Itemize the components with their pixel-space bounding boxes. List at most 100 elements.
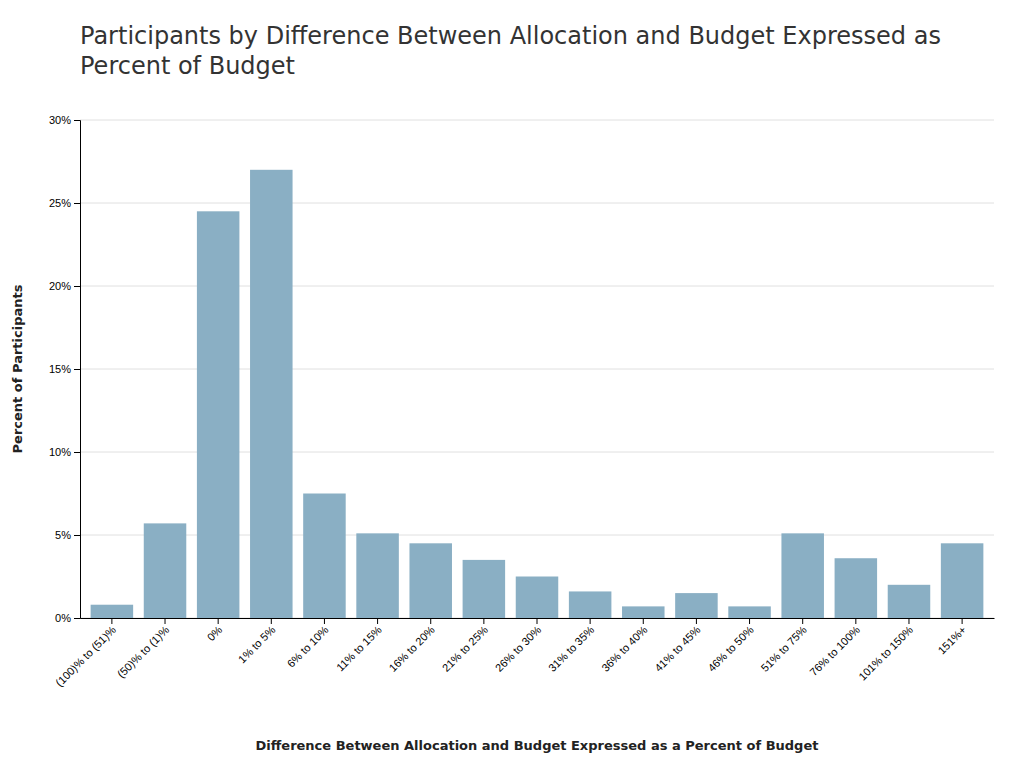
x-tick: 21% to 25% [440, 618, 491, 674]
y-tick: 10% [49, 446, 80, 458]
x-tick-label: 6% to 10% [285, 623, 331, 669]
bar [781, 533, 824, 618]
bar [303, 494, 346, 619]
bar [941, 543, 984, 618]
bar [91, 605, 134, 618]
x-tick: 36% to 40% [599, 618, 650, 674]
x-tick-label: 76% to 100% [807, 623, 862, 678]
bar [463, 560, 506, 618]
bar [728, 606, 771, 618]
bar [835, 558, 878, 618]
y-tick-mark [74, 203, 80, 204]
x-axis: (100)% to (51)%(50)% to (1)% 0% 1% to 5%6%… [53, 618, 995, 689]
y-tick-label: 10% [49, 446, 71, 458]
y-tick-mark [74, 452, 80, 453]
grid-line [80, 120, 994, 121]
x-tick: (50)% to (1)% [115, 618, 172, 680]
grid [80, 120, 994, 618]
x-tick-label: 11% to 15% [334, 623, 384, 673]
x-tick-label: (50)% to (1)% [115, 623, 172, 680]
y-axis-title: Percent of Participants [10, 284, 25, 453]
x-tick-mark [271, 618, 272, 624]
x-tick-mark [908, 618, 909, 624]
bar [516, 577, 559, 619]
x-tick: 46% to 50% [705, 618, 756, 674]
x-tick-mark [855, 618, 856, 624]
y-tick-mark [74, 120, 80, 121]
x-tick-label: (100)% to (51)% [53, 623, 118, 688]
x-tick-mark [377, 618, 378, 624]
x-axis-title: Difference Between Allocation and Budget… [256, 738, 819, 753]
x-tick-label: 101% to 150% [856, 623, 915, 682]
y-tick: 20% [49, 280, 80, 292]
y-tick-mark [74, 535, 80, 536]
x-tick: 51% to 75% [758, 618, 809, 674]
y-tick: 15% [49, 363, 80, 375]
bar [622, 606, 665, 618]
bar [197, 211, 240, 618]
chart-svg: Participants by Difference Between Alloc… [0, 0, 1024, 768]
x-tick: 31% to 35% [546, 618, 597, 674]
x-tick-mark [643, 618, 644, 624]
x-tick: 11% to 15% [334, 618, 384, 673]
x-tick-label: 41% to 45% [652, 623, 703, 674]
x-tick-mark [165, 618, 166, 624]
x-tick: 41% to 45% [652, 618, 703, 674]
x-tick-mark [962, 618, 963, 624]
x-tick: 1% to 5% [236, 618, 278, 665]
title-line: Participants by Difference Between Alloc… [80, 22, 949, 50]
y-tick: 30% [49, 114, 80, 126]
x-tick-mark [537, 618, 538, 624]
x-tick: 26% to 30% [493, 618, 544, 674]
x-tick-label: 21% to 25% [440, 623, 491, 674]
y-tick-label: 30% [49, 114, 71, 126]
y-tick-label: 20% [49, 280, 71, 292]
y-tick-label: 25% [49, 197, 71, 209]
x-tick-label: 0% [205, 623, 225, 643]
x-tick-label: 1% to 5% [236, 623, 278, 665]
x-tick: 151%+ [935, 618, 968, 656]
bar [250, 170, 293, 618]
y-tick-mark [74, 369, 80, 370]
grid-line [80, 203, 994, 204]
x-tick: 6% to 10% [285, 618, 331, 670]
x-tick-label: 46% to 50% [705, 623, 756, 674]
y-axis-line [74, 121, 81, 619]
title-line: Percent of Budget [80, 52, 295, 80]
x-tick-label: 51% to 75% [758, 623, 809, 674]
x-tick: (100)% to (51)% [53, 618, 118, 689]
x-tick-label: 26% to 30% [493, 623, 544, 674]
bar [569, 591, 612, 618]
x-tick-mark [749, 618, 750, 624]
bar [888, 585, 931, 618]
x-tick: 76% to 100% [807, 618, 862, 678]
y-tick-label: 0% [55, 612, 71, 624]
x-tick-mark [590, 618, 591, 624]
x-tick-label: 151%+ [935, 624, 968, 657]
bar [409, 543, 452, 618]
x-tick: 16% to 20% [387, 618, 438, 674]
y-tick-label: 15% [49, 363, 71, 375]
x-tick-label: 31% to 35% [546, 623, 597, 674]
y-tick-mark [74, 618, 80, 619]
y-tick: 5% [55, 529, 80, 541]
y-tick-label: 5% [55, 529, 71, 541]
chart-title: Participants by Difference Between Alloc… [80, 22, 949, 80]
x-tick-mark [802, 618, 803, 624]
x-tick-mark [483, 618, 484, 624]
y-axis: 0% 5% 10% 15% 20% 25% 30% [49, 114, 81, 624]
x-tick-mark [696, 618, 697, 624]
x-tick-mark [218, 618, 219, 624]
bar [356, 533, 399, 618]
bars [91, 170, 984, 618]
x-tick-mark [111, 618, 112, 624]
plot-area: 0% 5% 10% 15% 20% 25% 30% (100)% to (51)%(50)% … [49, 114, 995, 689]
x-tick-label: 36% to 40% [599, 623, 650, 674]
y-tick: 25% [49, 197, 80, 209]
bar [675, 593, 718, 618]
y-tick-mark [74, 286, 80, 287]
x-tick-mark [430, 618, 431, 624]
y-tick: 0% [55, 612, 80, 624]
x-tick: 101% to 150% [856, 618, 915, 683]
x-tick-mark [324, 618, 325, 624]
